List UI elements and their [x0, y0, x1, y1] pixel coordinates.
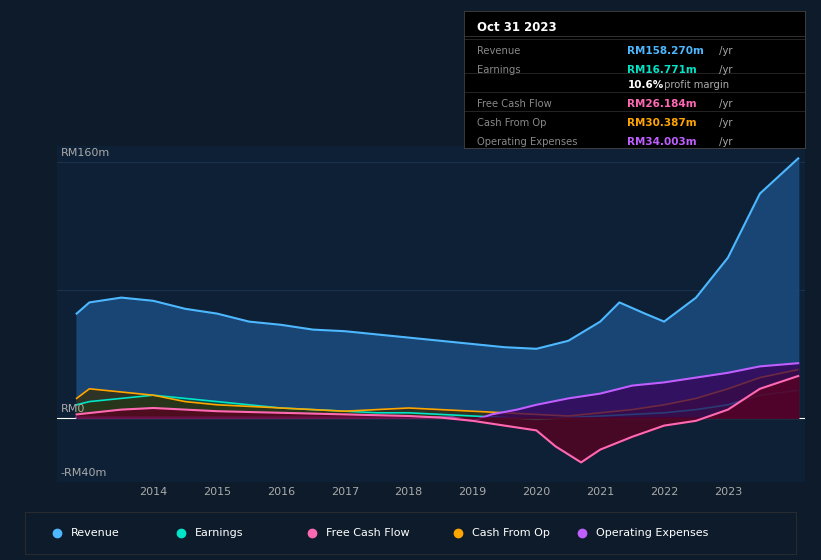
Text: Revenue: Revenue	[71, 529, 120, 538]
Text: Cash From Op: Cash From Op	[478, 118, 547, 128]
Text: -RM40m: -RM40m	[61, 468, 107, 478]
Text: Earnings: Earnings	[195, 529, 243, 538]
Text: RM0: RM0	[61, 404, 85, 414]
Text: RM16.771m: RM16.771m	[627, 65, 697, 74]
Text: /yr: /yr	[716, 118, 732, 128]
Text: /yr: /yr	[716, 65, 732, 74]
Text: /yr: /yr	[716, 99, 732, 109]
Text: Free Cash Flow: Free Cash Flow	[326, 529, 409, 538]
Text: /yr: /yr	[716, 137, 732, 147]
Text: Operating Expenses: Operating Expenses	[596, 529, 708, 538]
Text: RM34.003m: RM34.003m	[627, 137, 697, 147]
Text: Cash From Op: Cash From Op	[472, 529, 550, 538]
Text: Operating Expenses: Operating Expenses	[478, 137, 578, 147]
Text: Free Cash Flow: Free Cash Flow	[478, 99, 553, 109]
Text: RM160m: RM160m	[61, 148, 110, 158]
Text: RM158.270m: RM158.270m	[627, 45, 704, 55]
Text: Earnings: Earnings	[478, 65, 521, 74]
Text: Oct 31 2023: Oct 31 2023	[478, 21, 557, 34]
Text: Revenue: Revenue	[478, 45, 521, 55]
Text: RM30.387m: RM30.387m	[627, 118, 697, 128]
Text: 10.6%: 10.6%	[627, 80, 663, 90]
Text: /yr: /yr	[716, 45, 732, 55]
Text: profit margin: profit margin	[662, 80, 730, 90]
Text: RM26.184m: RM26.184m	[627, 99, 697, 109]
